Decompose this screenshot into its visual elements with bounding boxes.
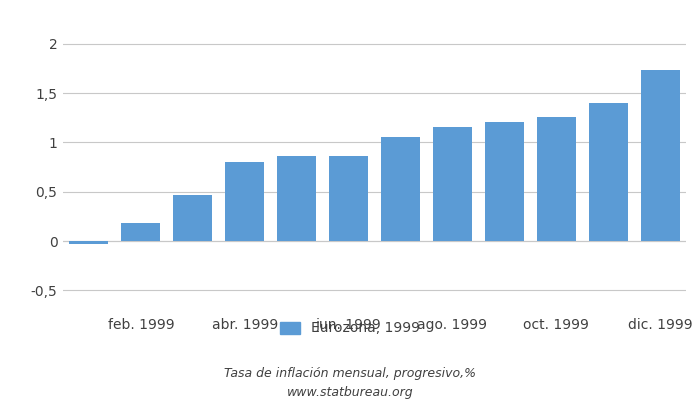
Bar [329, 156, 368, 241]
Bar [485, 122, 524, 241]
Text: Tasa de inflación mensual, progresivo,%: Tasa de inflación mensual, progresivo,% [224, 368, 476, 380]
Bar [121, 223, 160, 241]
Legend: Eurozona, 1999: Eurozona, 1999 [274, 316, 426, 341]
Bar [589, 103, 628, 241]
Bar [381, 138, 420, 241]
Bar [69, 241, 108, 244]
Bar [174, 195, 212, 241]
Bar [277, 156, 316, 241]
Bar [640, 70, 680, 241]
Text: www.statbureau.org: www.statbureau.org [287, 386, 413, 399]
Bar [537, 117, 575, 241]
Bar [433, 127, 472, 241]
Bar [225, 162, 264, 241]
